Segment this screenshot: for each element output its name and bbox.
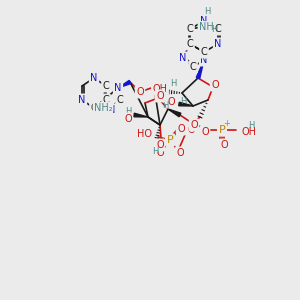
Text: O: O <box>124 114 132 124</box>
Text: OH: OH <box>152 84 167 94</box>
Polygon shape <box>196 60 204 79</box>
Text: N: N <box>214 39 222 49</box>
Text: C: C <box>214 24 221 34</box>
Text: O: O <box>156 91 164 101</box>
Text: N: N <box>108 105 116 115</box>
Text: H: H <box>170 80 176 88</box>
Text: H: H <box>180 97 186 106</box>
Text: N: N <box>78 95 86 105</box>
Text: N: N <box>200 16 208 26</box>
Polygon shape <box>118 80 131 88</box>
Text: O: O <box>220 140 228 150</box>
Text: H: H <box>211 25 217 34</box>
Text: O: O <box>136 87 144 97</box>
Polygon shape <box>168 109 181 117</box>
Text: C: C <box>201 47 207 57</box>
Text: H: H <box>125 106 131 116</box>
Text: +: + <box>224 119 230 128</box>
Text: O: O <box>211 80 219 90</box>
Text: C: C <box>103 95 110 105</box>
Text: H: H <box>162 100 168 109</box>
Text: N: N <box>179 53 187 63</box>
Text: P: P <box>167 135 173 145</box>
Text: C: C <box>187 24 194 34</box>
Text: C: C <box>190 62 196 72</box>
Text: H: H <box>152 146 158 155</box>
Text: C: C <box>187 39 194 49</box>
Text: N: N <box>114 83 122 93</box>
Text: O: O <box>201 127 209 137</box>
Text: O: O <box>156 140 164 150</box>
Text: NH: NH <box>199 22 213 32</box>
Text: C: C <box>103 81 110 91</box>
Text: P: P <box>219 125 225 135</box>
Text: O: O <box>190 120 198 130</box>
Text: H: H <box>204 8 210 16</box>
Text: O: O <box>167 97 175 107</box>
Text: O: O <box>156 148 164 158</box>
Text: N: N <box>90 73 98 83</box>
Text: H: H <box>248 121 254 130</box>
Text: C: C <box>117 95 123 105</box>
Text: OH: OH <box>241 127 256 137</box>
Text: NH₂: NH₂ <box>94 103 112 113</box>
Polygon shape <box>179 102 193 106</box>
Text: N: N <box>200 55 208 65</box>
Text: O: O <box>176 148 184 158</box>
Text: C: C <box>91 103 98 113</box>
Text: HO: HO <box>136 129 152 139</box>
Polygon shape <box>134 113 148 117</box>
Text: O: O <box>177 124 185 134</box>
Text: O: O <box>187 125 195 135</box>
